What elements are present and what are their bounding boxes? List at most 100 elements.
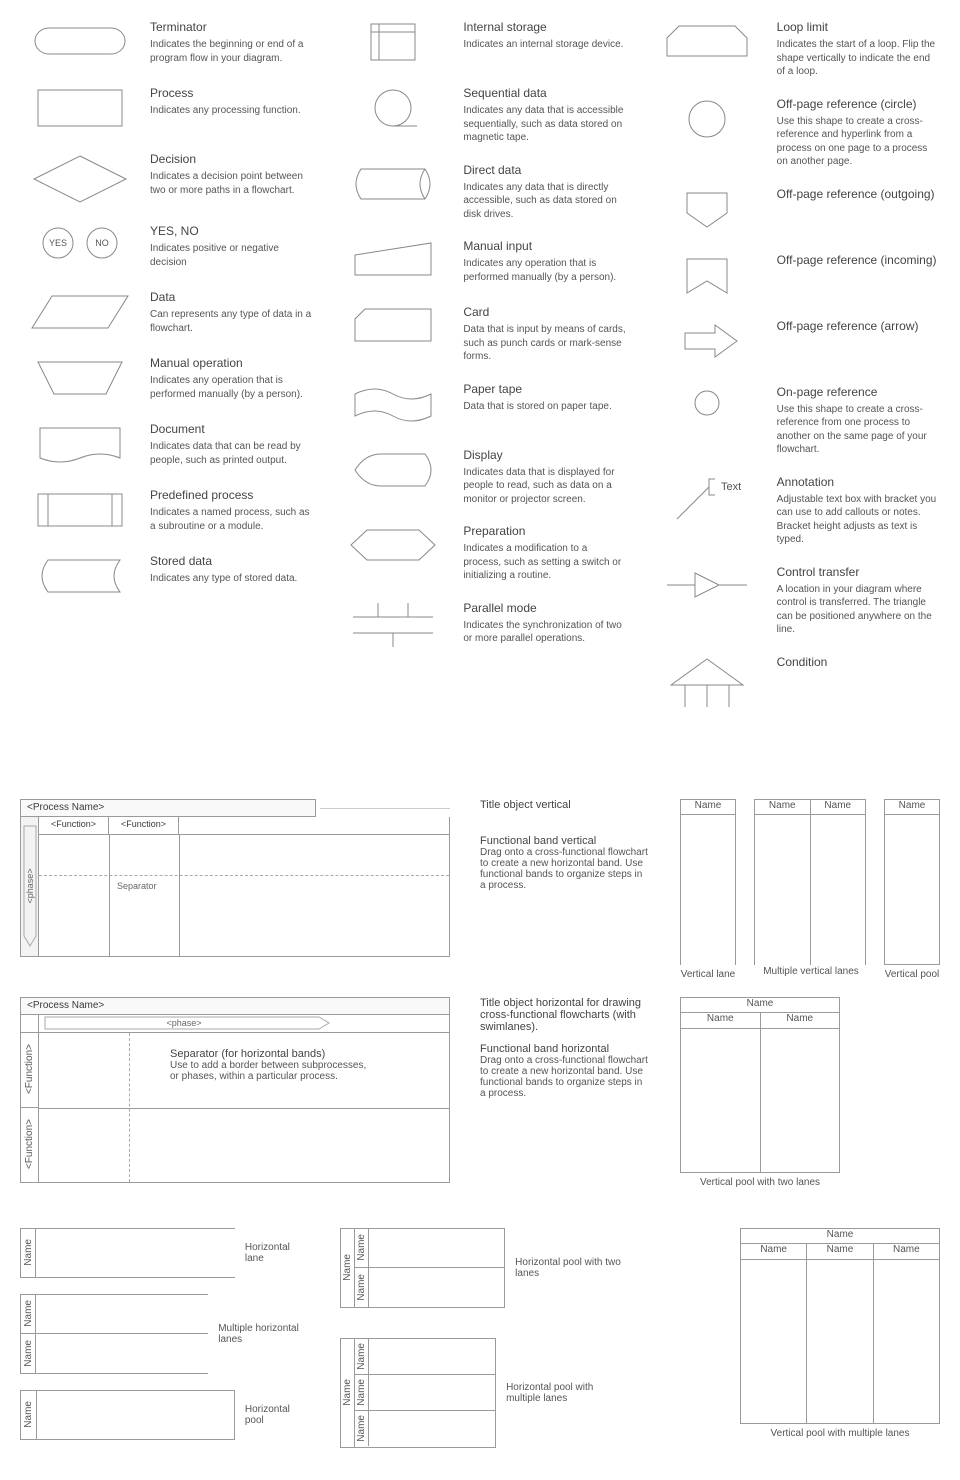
- legend-desc: Indicates any operation that is performe…: [150, 374, 313, 401]
- direct-data-icon: [343, 163, 443, 205]
- process-name-header: <Process Name>: [20, 799, 316, 817]
- decision-icon: [30, 152, 130, 206]
- legend-row-maninput: Manual input Indicates any operation tha…: [333, 239, 626, 287]
- stored-icon: [30, 554, 130, 598]
- legend-row-ctrltransfer: Control transfer A location in your diag…: [647, 565, 940, 637]
- legend-row-onpage: On-page reference Use this shape to crea…: [647, 385, 940, 457]
- lane-name: Name: [681, 1013, 760, 1024]
- legend-desc: Indicates an internal storage device.: [463, 38, 626, 52]
- lane-name: Name: [807, 1244, 872, 1255]
- legend-title: Control transfer: [777, 565, 940, 579]
- legend-title: YES, NO: [150, 224, 313, 238]
- legend-desc: Indicates data that can be read by peopl…: [150, 440, 313, 467]
- display-icon: [343, 448, 443, 492]
- legend-row-display: Display Indicates data that is displayed…: [333, 448, 626, 507]
- document-icon: [30, 422, 130, 470]
- legend-title: Off-page reference (arrow): [777, 319, 940, 333]
- legend-desc: Data that is input by means of cards, su…: [463, 323, 626, 364]
- legend-title: Off-page reference (circle): [777, 97, 940, 111]
- legend-row-terminator: Terminator Indicates the beginning or en…: [20, 20, 313, 68]
- legend-desc: Indicates a named process, such as a sub…: [150, 506, 313, 533]
- legend-row-offcircle: Off-page reference (circle) Use this sha…: [647, 97, 940, 169]
- legend-desc: Indicates any data that is accessible se…: [463, 104, 626, 145]
- lane-name: Name: [356, 1415, 367, 1442]
- vertical-pool-two-label: Vertical pool with two lanes: [680, 1177, 840, 1188]
- legend-title: Condition: [777, 655, 940, 669]
- legend-title: Sequential data: [463, 86, 626, 100]
- lane-name: Name: [356, 1379, 367, 1406]
- legend-title: On-page reference: [777, 385, 940, 399]
- legend-row-papertape: Paper tape Data that is stored on paper …: [333, 382, 626, 430]
- horizontal-lane-label: Horizontal lane: [245, 1242, 310, 1264]
- function-header: <Function>: [24, 1044, 35, 1094]
- legend-desc: Indicates any processing function.: [150, 104, 313, 118]
- function-header: <Function>: [39, 817, 109, 834]
- legend-col-3: Loop limit Indicates the start of a loop…: [647, 20, 940, 729]
- legend-title: Predefined process: [150, 488, 313, 502]
- lane-name: Name: [23, 1401, 34, 1428]
- legend-row-decision: Decision Indicates a decision point betw…: [20, 152, 313, 206]
- legend-row-document: Document Indicates data that can be read…: [20, 422, 313, 470]
- func-band-h-title: Functional band horizontal: [480, 1043, 650, 1055]
- preparation-icon: [343, 524, 443, 566]
- legend-row-directdata: Direct data Indicates any data that is d…: [333, 163, 626, 222]
- legend-row-condition: Condition: [647, 655, 940, 711]
- legend-title: Off-page reference (outgoing): [777, 187, 940, 201]
- loop-limit-icon: [657, 20, 757, 62]
- legend-desc: Can represents any type of data in a flo…: [150, 308, 313, 335]
- legend-title: Data: [150, 290, 313, 304]
- lane-name: Name: [356, 1343, 367, 1370]
- svg-text:Text: Text: [721, 481, 741, 493]
- legend-row-card: Card Data that is input by means of card…: [333, 305, 626, 364]
- legend-title: Off-page reference (incoming): [777, 253, 940, 267]
- legend-row-offarrow: Off-page reference (arrow): [647, 319, 940, 367]
- legend-desc: Indicates any type of stored data.: [150, 572, 313, 586]
- svg-text:NO: NO: [95, 238, 109, 248]
- multiple-horizontal-lanes-label: Multiple horizontal lanes: [218, 1323, 310, 1345]
- terminator-icon: [30, 20, 130, 60]
- sequential-data-icon: [343, 86, 443, 132]
- legend-title: Loop limit: [777, 20, 940, 34]
- internal-storage-icon: [343, 20, 443, 64]
- data-icon: [30, 290, 130, 334]
- paper-tape-icon: [343, 382, 443, 428]
- vertical-bands-diagram: <Process Name> <phase> <Function> <Funct…: [20, 799, 450, 957]
- legend-row-prep: Preparation Indicates a modification to …: [333, 524, 626, 583]
- vertical-lane-label: Vertical lane: [680, 969, 736, 980]
- legend-row-predef: Predefined process Indicates a named pro…: [20, 488, 313, 536]
- legend-title: Terminator: [150, 20, 313, 34]
- control-transfer-icon: [657, 565, 757, 605]
- condition-icon: [657, 655, 757, 711]
- legend-row-seqdata: Sequential data Indicates any data that …: [333, 86, 626, 145]
- process-name-header: <Process Name>: [20, 997, 450, 1015]
- lane-name: Name: [23, 1340, 34, 1367]
- legend-desc: A location in your diagram where control…: [777, 583, 940, 637]
- lane-name: Name: [681, 998, 839, 1009]
- func-band-h-desc: Drag onto a cross-functional flowchart t…: [480, 1055, 650, 1099]
- legend-title: Process: [150, 86, 313, 100]
- offpage-arrow-icon: [657, 319, 757, 363]
- lane-name: Name: [741, 1244, 806, 1255]
- func-band-v-title: Functional band vertical: [480, 835, 650, 847]
- manual-input-icon: [343, 239, 443, 281]
- separator-label: Separator: [117, 881, 157, 891]
- legend-title: Manual operation: [150, 356, 313, 370]
- horizontal-pool-multiple-label: Horizontal pool with multiple lanes: [506, 1382, 630, 1404]
- lane-name: Name: [342, 1379, 353, 1406]
- legend-row-parallel: Parallel mode Indicates the synchronizat…: [333, 601, 626, 649]
- legend-desc: Indicates data that is displayed for peo…: [463, 466, 626, 507]
- yesno-icon: YES NO: [30, 224, 130, 262]
- process-icon: [30, 86, 130, 130]
- vertical-pool-multiple-label: Vertical pool with multiple lanes: [740, 1428, 940, 1439]
- legend-row-offin: Off-page reference (incoming): [647, 253, 940, 301]
- legend-col-1: Terminator Indicates the beginning or en…: [20, 20, 313, 729]
- legend-title: Internal storage: [463, 20, 626, 34]
- lane-name: Name: [755, 800, 810, 811]
- lane-name: Name: [811, 800, 866, 811]
- title-object-horizontal-label: Title object horizontal for drawing cros…: [480, 997, 650, 1033]
- legend-title: Direct data: [463, 163, 626, 177]
- legend-row-stored: Stored data Indicates any type of stored…: [20, 554, 313, 602]
- parallel-mode-icon: [343, 601, 443, 649]
- lane-name: Name: [885, 800, 939, 811]
- legend-title: Preparation: [463, 524, 626, 538]
